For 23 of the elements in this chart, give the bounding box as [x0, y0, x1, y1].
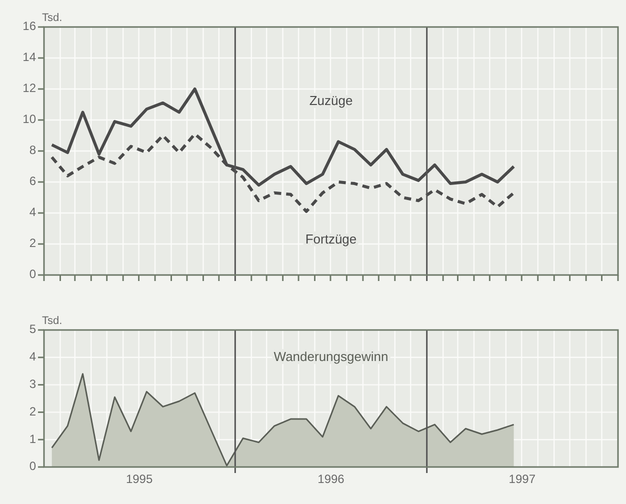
x-tick-label: 1996: [318, 472, 345, 486]
text: Wanderungsgewinn: [274, 348, 388, 364]
y-tick-label: 3: [29, 376, 36, 391]
y-tick-label: 1: [29, 432, 36, 446]
y-tick-label: 8: [29, 143, 36, 158]
text: Zuzüge: [309, 92, 353, 108]
y-axis-title: Tsd.: [42, 12, 62, 24]
y-tick-label: 10: [22, 112, 36, 126]
y-tick-label: 14: [22, 50, 36, 64]
y-tick-label: 4: [29, 205, 36, 220]
y-tick-label: 0: [29, 459, 36, 474]
y-tick-label: 4: [29, 350, 36, 364]
x-tick-label: 1995: [126, 472, 153, 486]
y-tick-label: 0: [29, 267, 36, 282]
y-tick-label: 16: [22, 19, 36, 34]
x-tick-label: 1997: [508, 472, 536, 486]
y-tick-label: 2: [29, 236, 36, 250]
y-axis-title: Tsd.: [42, 315, 62, 327]
y-tick-label: 6: [29, 174, 36, 188]
y-tick-label: 5: [29, 322, 36, 336]
y-tick-label: 2: [29, 404, 36, 418]
series-label: Fortzüge: [305, 232, 357, 247]
y-tick-label: 12: [22, 81, 36, 96]
